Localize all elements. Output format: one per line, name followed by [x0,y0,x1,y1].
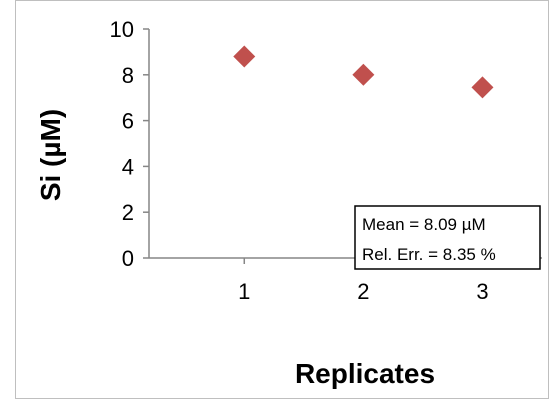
data-points [233,45,494,99]
y-axis-title: Si (µM) [35,109,66,201]
y-tick-label: 6 [122,109,134,134]
y-tick-label: 10 [110,17,134,42]
data-point [233,45,256,68]
stats-box-border [354,205,541,270]
stats-mean: Mean = 8.09 µM [362,215,486,234]
y-tick-label: 8 [122,63,134,88]
x-tick-label: 1 [238,279,250,304]
x-tick-label: 2 [357,279,369,304]
x-axis-title: Replicates [295,358,435,389]
data-point [352,63,375,86]
y-tick-label: 0 [122,246,134,271]
y-tick-label: 4 [122,154,134,179]
stats-rel-err: Rel. Err. = 8.35 % [362,245,496,264]
y-ticks: 0 2 4 6 8 10 [110,17,149,271]
y-tick-label: 2 [122,200,134,225]
x-ticks: 1 2 3 [238,258,489,304]
stats-box: Mean = 8.09 µM Rel. Err. = 8.35 % [354,205,541,270]
chart-frame [15,0,549,399]
x-tick-label: 3 [476,279,488,304]
data-point [471,76,494,99]
